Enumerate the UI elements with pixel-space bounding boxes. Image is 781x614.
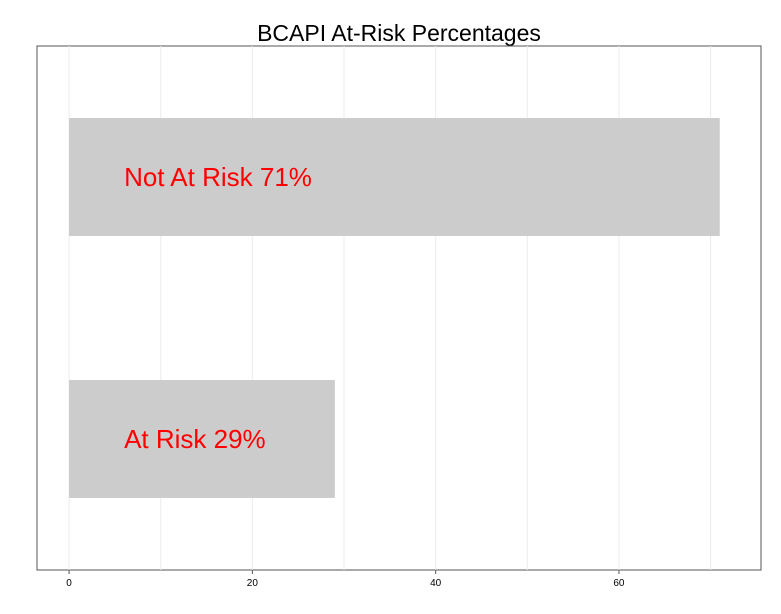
x-axis-ticks: 0 20 40 60 [66,570,625,589]
bar-label: At Risk 29% [124,424,266,454]
x-tick-label: 40 [430,578,442,589]
bar-label: Not At Risk 71% [124,162,312,192]
x-tick-label: 60 [613,578,625,589]
bar-not-at-risk [69,118,720,236]
chart-title: BCAPI At-Risk Percentages [257,20,541,46]
bar-labels-group: Not At Risk 71% At Risk 29% [124,162,312,454]
x-tick-label: 20 [247,578,259,589]
bar-at-risk [69,380,335,498]
bars-group [69,118,720,498]
x-tick-label: 0 [66,578,72,589]
plot-panel-border [36,45,762,571]
